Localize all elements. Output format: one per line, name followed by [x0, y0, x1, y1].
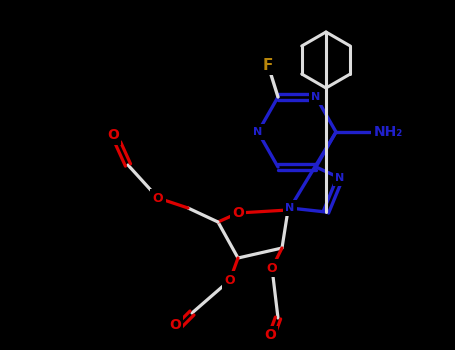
- Text: N: N: [335, 173, 344, 183]
- Text: N: N: [253, 127, 263, 137]
- Text: O: O: [225, 273, 235, 287]
- Text: F: F: [263, 57, 273, 72]
- Text: O: O: [264, 328, 276, 342]
- Text: O: O: [169, 318, 181, 332]
- Text: O: O: [232, 206, 244, 220]
- Text: O: O: [107, 128, 119, 142]
- Text: O: O: [267, 261, 277, 274]
- Text: N: N: [285, 203, 295, 213]
- Text: O: O: [153, 191, 163, 204]
- Text: N: N: [311, 92, 321, 102]
- Text: NH₂: NH₂: [374, 125, 403, 139]
